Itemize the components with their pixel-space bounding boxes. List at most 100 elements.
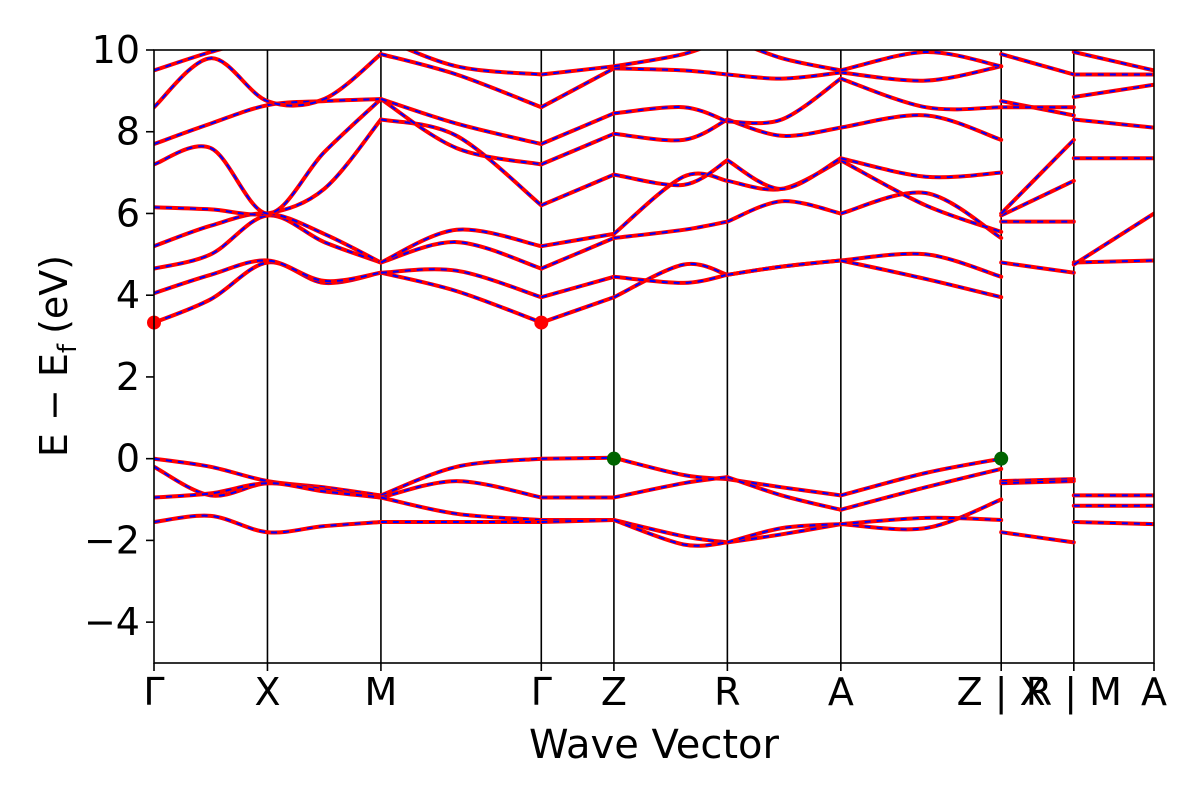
y-axis-ticks: −4 −2 0 2 4 6 8 10 (84, 28, 154, 644)
vbm-marker (606, 451, 621, 466)
band-line-dashed-10 (540, 112, 615, 145)
band-line-dashed-8 (540, 173, 615, 207)
band-line-dashed-11 (840, 65, 1002, 82)
band-line-dashed-11 (727, 71, 841, 80)
band-line-6 (838, 190, 1004, 240)
band-line-dashed-9 (380, 98, 542, 166)
band-line-dashed-3 (613, 519, 728, 547)
band-line-dashed-6 (840, 191, 1002, 239)
band-line-dashed-10 (1000, 53, 1075, 76)
y-axis-label-subscript: f (53, 343, 83, 353)
band-line-dashed-7 (613, 172, 728, 235)
band-line-6 (378, 240, 544, 271)
band-line-12 (611, 50, 703, 69)
y-tick-label: 10 (92, 28, 140, 72)
y-tick-label: 6 (116, 191, 140, 235)
band-line-0 (611, 455, 730, 482)
band-line-dashed-1 (1001, 480, 1074, 485)
band-line-dashed-11 (154, 53, 382, 108)
band-line-dashed-10 (613, 106, 728, 123)
band-line-dashed-0 (541, 456, 614, 460)
band-line-dashed-4 (1001, 261, 1074, 274)
band-line-dashed-6 (727, 200, 842, 223)
band-line-dashed-10 (727, 77, 842, 125)
band-line-12 (838, 50, 1004, 73)
band-line-dashed-7 (1073, 118, 1154, 129)
band-line-dashed-8 (1073, 83, 1154, 98)
band-line-2 (378, 495, 544, 522)
band-line-12 (752, 50, 843, 73)
band-line-dashed-6 (1000, 179, 1075, 217)
y-tick-label: −2 (84, 518, 140, 562)
band-line-dashed-2 (613, 519, 728, 544)
band-line-11 (838, 64, 1004, 83)
band-line-dashed-0 (1001, 478, 1074, 483)
plot-frame (153, 49, 1155, 664)
band-line-dashed-4 (840, 252, 1002, 278)
band-line-9 (838, 113, 1004, 142)
band-line-dashed-5 (541, 275, 615, 299)
band-line-dashed-0 (840, 457, 1002, 497)
band-line-dashed-5 (1073, 212, 1154, 266)
band-line-dashed-11 (613, 67, 728, 76)
band-line-dashed-0 (380, 457, 542, 497)
x-axis-ticks: Γ X M Γ Z R A Z | XR | M A (143, 663, 1167, 715)
y-tick-label: 8 (116, 110, 140, 154)
band-line-dashed-1 (727, 476, 842, 511)
band-line-dashed-2 (840, 498, 1002, 531)
band-line-dashed-12 (613, 50, 700, 68)
x-tick-label: A (828, 670, 854, 714)
band-edge-markers (147, 315, 1009, 466)
band-line-dashed-12 (407, 50, 542, 76)
band-line-dashed-5 (380, 268, 542, 299)
band-line-dashed-10 (1073, 51, 1154, 72)
band-line-dashed-12 (541, 65, 615, 76)
band-line-dashed-2 (1073, 521, 1154, 526)
band-line-dashed-0 (154, 457, 382, 497)
x-tick-label: Γ (531, 670, 552, 714)
band-line-dashed-1 (613, 476, 728, 499)
band-line-dashed-3 (727, 523, 841, 544)
x-tick-label: X (254, 670, 280, 714)
band-line-dashed-11 (380, 53, 542, 109)
band-line-dashed-7 (840, 159, 1002, 233)
band-line-dashed-3 (154, 514, 381, 534)
y-axis-label-base: E − E (32, 353, 76, 457)
band-line-dashed-4 (380, 271, 542, 324)
y-tick-label: 0 (116, 437, 140, 481)
band-line-dashed-5 (154, 259, 382, 295)
band-line-dashed-6 (540, 237, 615, 270)
band-line-dashed-7 (380, 228, 542, 264)
band-line-10 (725, 76, 843, 126)
band-line-dashed-9 (154, 98, 382, 215)
band-line-10 (838, 76, 1004, 112)
band-line-dashed-12 (840, 50, 1002, 72)
y-axis-label: E − Ef (eV) (32, 255, 83, 457)
band-line-dashed-3 (541, 519, 614, 523)
band-line-dashed-5 (613, 273, 728, 284)
band-line-dashed-6 (154, 214, 382, 270)
y-axis-label-unit: (eV) (32, 255, 76, 334)
band-line-dashed-2 (1001, 531, 1074, 544)
band-line-dashed-6 (613, 220, 728, 239)
band-line-dashed-9 (613, 118, 728, 142)
x-tick-label: A (1141, 670, 1167, 714)
band-line-dashed-8 (613, 159, 728, 187)
band-line-dashed-12 (154, 50, 222, 72)
band-line-dashed-7 (154, 212, 382, 264)
band-line-dashed-6 (380, 241, 542, 270)
band-line-dashed-3 (840, 516, 1002, 526)
band-line-dashed-10 (840, 77, 1002, 111)
y-tick-label: 2 (116, 355, 140, 399)
x-tick-label: Z (601, 670, 627, 714)
x-tick-label: Γ (143, 670, 164, 714)
band-line-dashed-8 (840, 157, 1002, 179)
band-line-dashed-5 (727, 259, 841, 276)
band-line-dashed-8 (726, 157, 842, 190)
y-tick-label: 4 (116, 273, 140, 317)
band-line-11 (378, 52, 544, 110)
band-line-4 (378, 270, 544, 325)
band-line-dashed-10 (380, 98, 542, 145)
vbm-marker (994, 451, 1009, 466)
band-line-12 (404, 50, 544, 77)
